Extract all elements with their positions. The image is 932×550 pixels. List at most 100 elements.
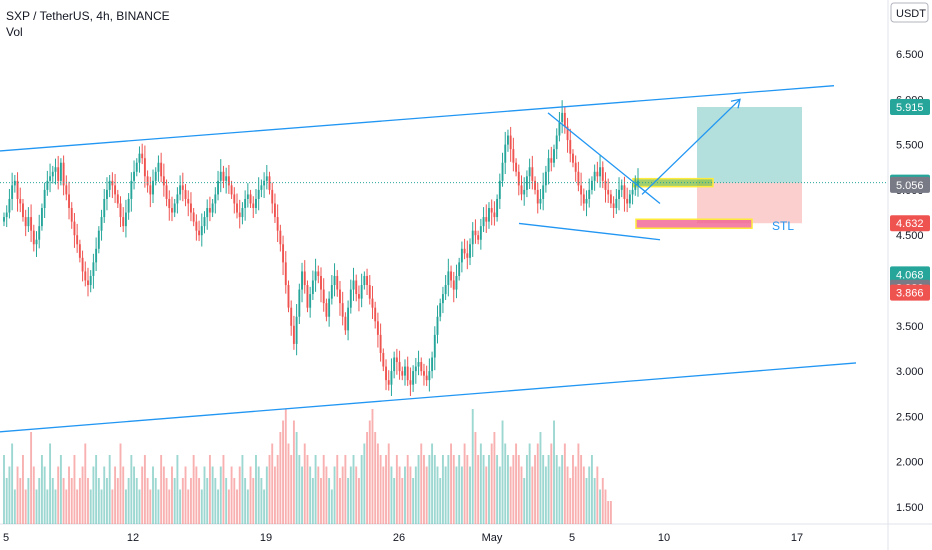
candle-body	[211, 203, 214, 213]
volume-bar	[30, 432, 33, 524]
candle-body	[368, 285, 371, 299]
volume-bar	[249, 466, 252, 524]
volume-bar	[525, 455, 528, 524]
volume-bar	[141, 466, 144, 524]
volume-bar	[214, 478, 217, 524]
candle-body	[279, 230, 282, 245]
candle-body	[401, 371, 404, 376]
candle-body	[222, 171, 225, 181]
volume-bar	[76, 489, 79, 524]
volume-bar	[152, 466, 154, 524]
candle-body	[341, 303, 344, 317]
candle-body	[463, 248, 466, 254]
candle-body	[8, 198, 11, 213]
time-axis[interactable]: 5 12 19 26 May 5 10 17	[3, 532, 803, 544]
volume-bar	[179, 489, 182, 524]
candle-body	[441, 294, 444, 304]
candle-body	[3, 217, 5, 222]
time-tick-label: May	[482, 532, 503, 544]
candle-body	[271, 189, 274, 204]
candle-body	[507, 135, 509, 145]
candle-body	[577, 171, 580, 186]
candle-body	[292, 325, 295, 344]
volume-bar	[496, 455, 499, 524]
candle-body	[78, 244, 81, 258]
volume-bar	[531, 466, 534, 524]
candle-body	[19, 198, 22, 204]
time-tick-label: 12	[127, 532, 139, 544]
candle-body	[87, 280, 89, 286]
candle-body	[471, 230, 474, 245]
candle-body	[114, 185, 117, 195]
volume-bar	[211, 466, 214, 524]
candle-body	[143, 158, 146, 177]
candle-body	[5, 212, 8, 218]
volume-bar	[54, 489, 57, 524]
volume-bar	[322, 455, 325, 524]
volume-bar	[401, 478, 404, 524]
candle-body	[452, 280, 455, 290]
volume-bar	[596, 466, 599, 524]
volume-bar	[255, 455, 257, 524]
candle-body	[276, 217, 279, 231]
volume-bar	[444, 466, 447, 524]
volume-bar	[341, 466, 344, 524]
candle-body	[474, 230, 477, 236]
volume-bar	[504, 443, 507, 524]
candle-body	[295, 316, 298, 344]
position-zones[interactable]: STL	[632, 107, 802, 233]
volume-bar	[509, 466, 512, 524]
trendlines[interactable]	[0, 85, 888, 433]
price-axis[interactable]: 7.0006.5006.0005.5005.0004.5004.0003.500…	[890, 2, 929, 514]
candle-body	[181, 185, 184, 190]
candle-body	[73, 221, 76, 236]
candle-body	[70, 208, 73, 222]
volume-bar	[200, 489, 203, 524]
volume-bar	[124, 489, 127, 524]
volume-bar	[349, 466, 352, 524]
volume-bar	[539, 432, 542, 524]
volume-bar	[423, 455, 425, 524]
volume-bar	[490, 443, 493, 524]
volume-bar	[501, 420, 504, 524]
volume-bar	[244, 478, 247, 524]
candle-body	[100, 217, 103, 231]
volume-bar	[406, 455, 409, 524]
volume-bar	[433, 455, 436, 524]
candle-body	[84, 271, 87, 281]
volume-bar	[265, 466, 268, 524]
volume-bar	[303, 443, 306, 524]
candle-body	[252, 203, 255, 209]
volume-bar	[181, 478, 184, 524]
candle-body	[534, 180, 536, 190]
volume-bar	[534, 455, 536, 524]
volume-bar	[165, 478, 168, 524]
volume-bar	[19, 478, 22, 524]
volume-bar	[515, 443, 518, 524]
price-badge-label: 5.915	[896, 102, 924, 114]
volume-bar	[368, 420, 371, 524]
volume-bar	[376, 443, 379, 524]
channel-lower-line	[0, 362, 857, 433]
volume-bar	[135, 478, 138, 524]
candle-body	[16, 180, 19, 199]
volume-bar	[287, 443, 290, 524]
price-tick-label: 4.500	[896, 230, 924, 242]
candle-body	[146, 176, 149, 186]
volume-bar	[577, 443, 580, 524]
volume-bar	[260, 478, 263, 524]
volume-bar	[87, 478, 89, 524]
volume-bar	[236, 489, 238, 524]
volume-bar	[590, 455, 593, 524]
volume-bar	[379, 455, 382, 524]
volume-bar	[27, 478, 30, 524]
volume-bar	[122, 466, 125, 524]
candle-body	[225, 176, 228, 181]
volume-bar	[450, 443, 452, 524]
candle-body	[482, 217, 485, 227]
stop-box	[635, 218, 753, 229]
candle-body	[469, 244, 471, 258]
candle-body	[187, 198, 190, 204]
volume-bar	[192, 455, 195, 524]
